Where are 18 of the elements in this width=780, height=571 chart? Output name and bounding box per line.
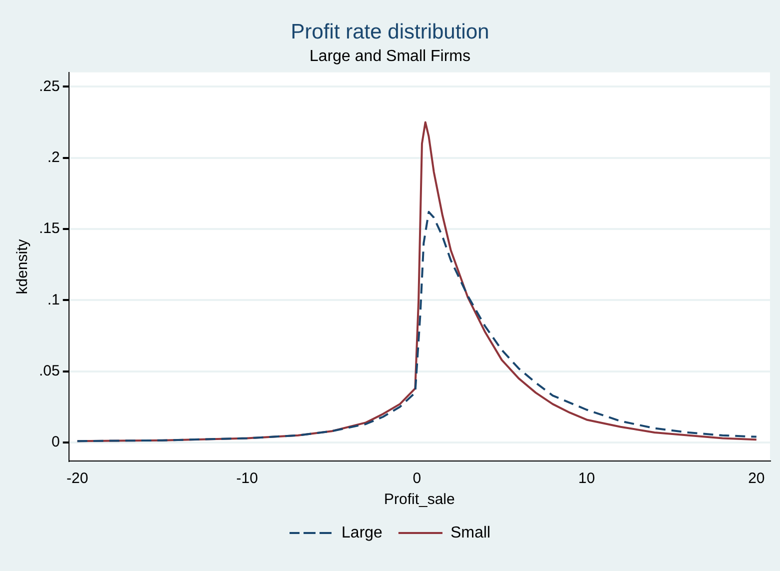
legend-label: Large [342, 524, 383, 542]
chart-title: Profit rate distribution [290, 20, 490, 44]
y-tick-label: .1 [47, 291, 60, 308]
y-tick-label: .15 [38, 220, 60, 238]
x-tick-label: -10 [236, 470, 258, 488]
y-tick-label: .05 [38, 362, 60, 380]
y-tick-label: .2 [47, 148, 60, 166]
legend-label: Small [450, 524, 490, 542]
x-tick-label: 0 [412, 470, 422, 488]
x-tick-label: 20 [748, 470, 765, 488]
y-axis-title: kdensity [14, 238, 32, 294]
chart-subtitle: Large and Small Firms [310, 48, 470, 66]
x-tick-label: -20 [66, 470, 88, 488]
x-tick-label: 10 [578, 470, 595, 488]
y-tick-label: 0 [52, 434, 60, 451]
y-tick-label: .25 [38, 78, 60, 95]
x-axis-title: Profit_sale [384, 491, 455, 508]
line-series [76, 210, 758, 442]
